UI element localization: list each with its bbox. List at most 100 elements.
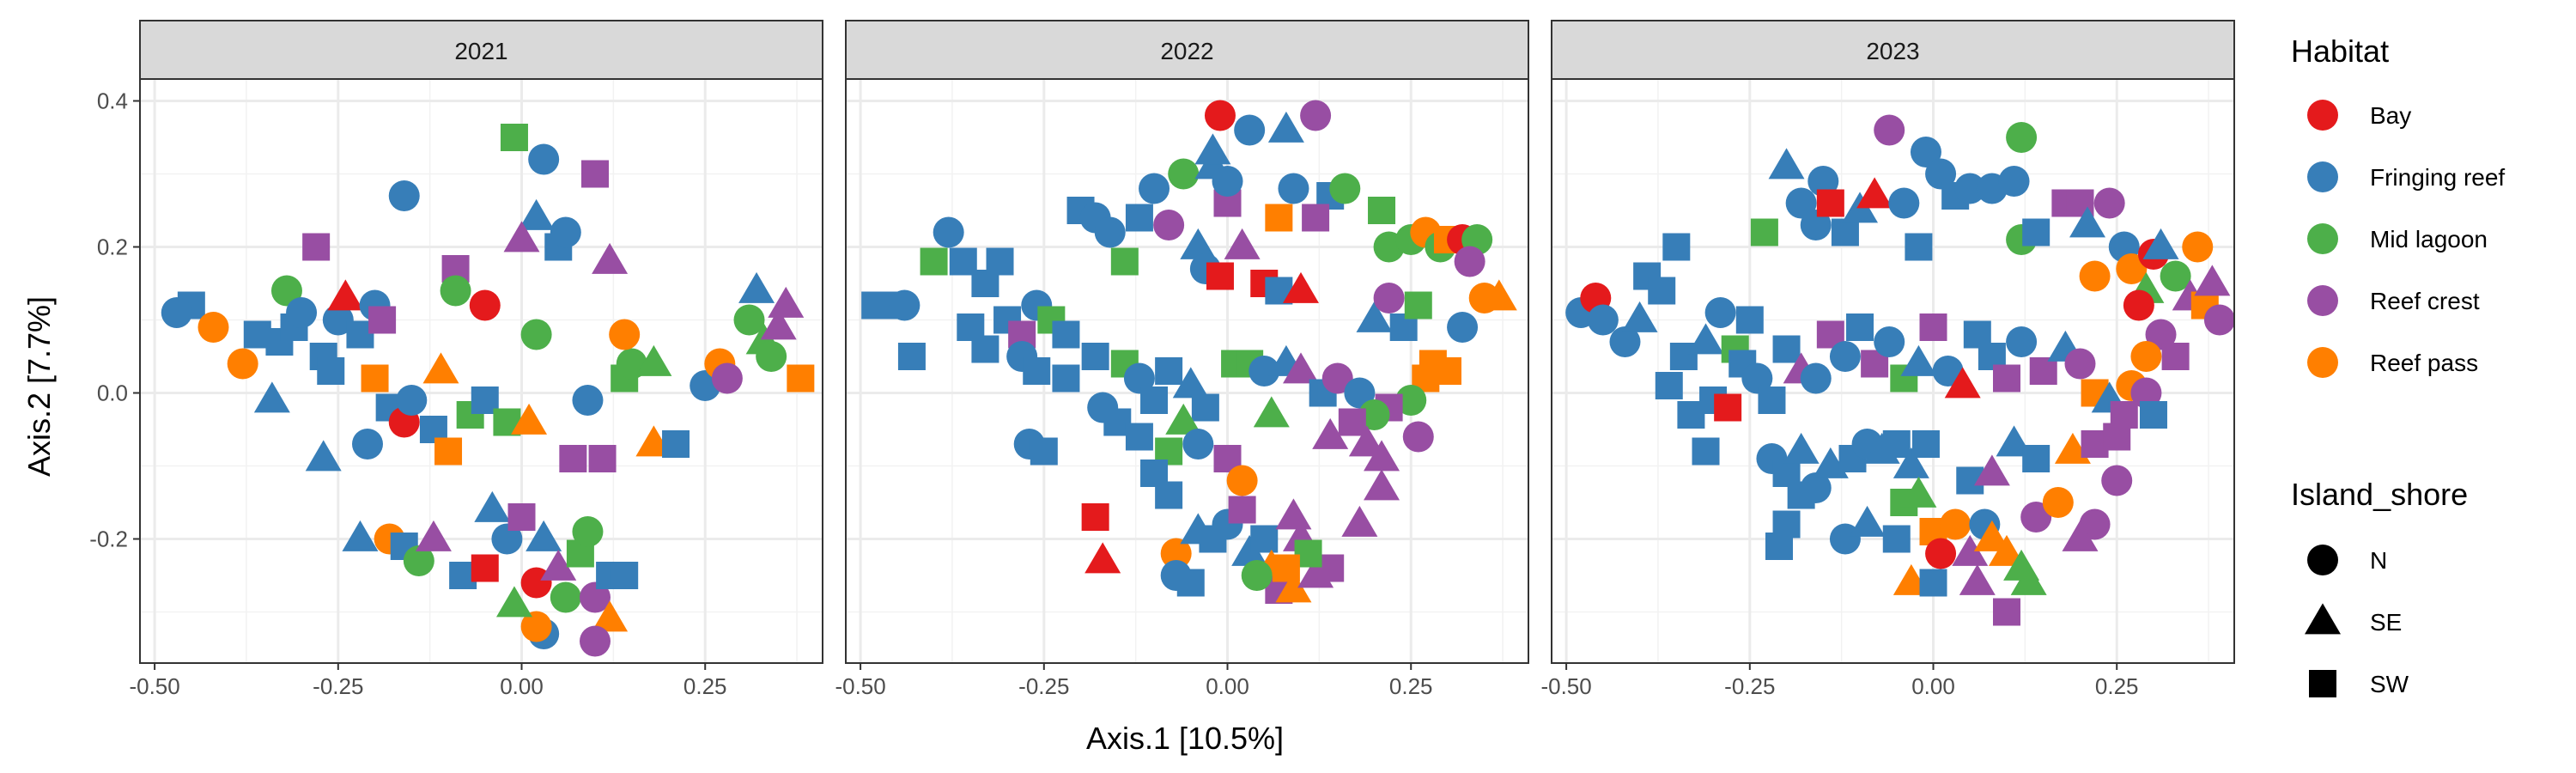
data-point [1905,233,1933,261]
data-point [1973,454,2010,486]
panel-border [1551,78,2235,664]
island-shore-legend: Island_shore N SE SW [2291,477,2468,697]
data-point [2145,319,2177,350]
data-point [1993,598,2020,626]
data-point [1206,262,1234,290]
legend-key [2307,545,2338,575]
data-point [270,275,302,307]
data-point [1052,320,1080,349]
data-point [1447,312,1479,343]
legend-label: Fringing reef [2370,164,2505,191]
x-tick-label: -0.25 [313,673,363,699]
data-point [756,341,787,372]
data-point [1275,498,1312,530]
data-point [787,364,815,393]
data-point [471,554,499,582]
data-point [2116,253,2148,284]
data-point [581,160,609,188]
data-point [1081,343,1109,370]
data-point [1925,538,1957,569]
data-point [1052,364,1080,393]
data-point [933,216,964,248]
habitat-legend: Habitat Bay Fringing reef Mid lagoon Reef c… [2291,33,2505,378]
data-point [1785,187,1817,219]
data-point [1265,204,1293,232]
legend-key [2307,223,2338,254]
data-point [1204,100,1236,131]
data-point [2101,465,2133,496]
data-point [491,523,523,555]
data-point [352,429,383,460]
facet-panel-2021: 2021 -0.50 -0.25 0.00 0.25 -0.2 0.0 0.2 0.4 [89,20,823,699]
data-point [1989,534,2025,566]
panel-border [139,78,823,664]
x-tick-label: 0.25 [1389,673,1433,699]
panels: 2021 -0.50 -0.25 0.00 0.25 -0.2 0.0 0.2 0.4 2022 -… [89,20,2235,699]
data-point [1932,356,1964,386]
data-point [305,440,342,472]
data-point [2020,502,2052,533]
data-point [361,364,389,393]
data-point [1182,429,1214,460]
data-point [2160,260,2191,292]
data-point [2123,289,2154,321]
data-point [1900,476,1937,508]
data-point [920,247,948,276]
data-point [2022,218,2050,247]
data-point [1829,341,1861,372]
data-point [415,520,452,551]
data-point [1856,177,1893,209]
data-point [1165,403,1202,435]
data-point [161,297,192,328]
data-point [738,271,775,303]
data-point [1893,447,1929,478]
data-point [469,289,501,321]
data-point [1139,173,1170,204]
data-point [592,242,629,274]
data-point [1191,393,1219,422]
data-point [2142,228,2179,259]
data-point [1783,432,1820,464]
data-point [1358,399,1390,430]
data-point [2130,377,2162,409]
data-point [1302,204,1330,232]
data-point [520,319,552,350]
data-point [889,289,920,321]
data-point [1312,417,1349,449]
data-point [2079,260,2111,292]
data-point [1329,173,1361,204]
data-point [227,348,258,380]
data-point [1765,533,1793,560]
data-point [388,180,420,211]
data-point [897,343,926,370]
data-point [1993,364,2020,393]
data-point [253,381,290,413]
data-point [1609,326,1641,357]
data-point [1998,166,2030,197]
y-tick-label: 0.2 [97,234,128,260]
data-point [1023,357,1051,385]
data-point [580,581,611,613]
data-point [2194,265,2231,296]
facet-strip-label: 2023 [1866,38,1919,64]
data-point [1621,301,1658,332]
data-point [1919,569,1947,597]
data-point [317,357,345,385]
data-point [1662,233,1691,261]
data-point [550,581,581,613]
data-point [1959,563,1996,595]
data-point [1160,538,1192,569]
data-point [1272,554,1300,582]
legend-label: Reef crest [2370,288,2480,314]
data-point [1687,323,1724,355]
data-point [1338,408,1366,436]
data-point [1241,560,1273,591]
data-point [1234,114,1266,146]
data-point [1925,158,1957,190]
data-point [1228,496,1256,524]
data-point [1954,173,1986,204]
data-point [2079,508,2111,540]
data-point [474,490,511,522]
data-point [526,520,562,551]
data-point [1973,520,2010,551]
